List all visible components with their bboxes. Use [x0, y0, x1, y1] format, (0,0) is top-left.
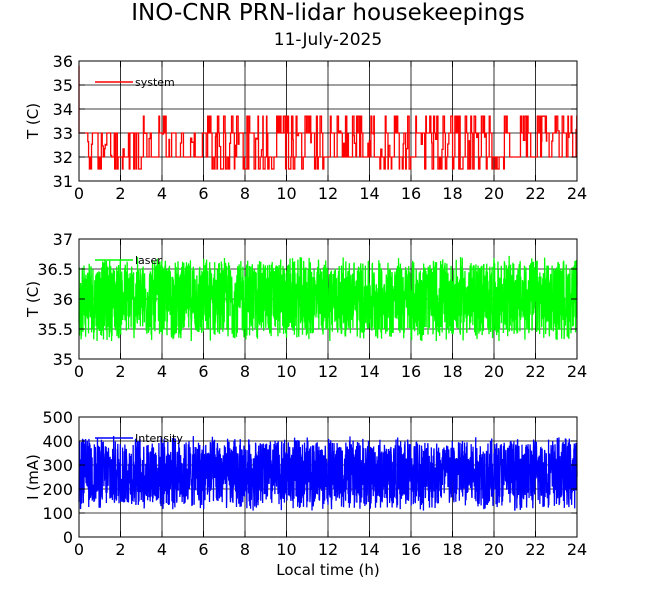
- figure-title: INO-CNR PRN-lidar housekeepings: [131, 0, 525, 26]
- x-tick-label: 12: [318, 184, 338, 203]
- y-axis-label: T (C): [24, 281, 42, 318]
- x-tick-label: 20: [484, 362, 504, 381]
- y-tick-label: 36: [53, 290, 73, 309]
- x-axis-label: Local time (h): [276, 561, 380, 579]
- y-tick-label: 500: [42, 408, 73, 427]
- x-tick-label: 12: [318, 540, 338, 559]
- y-tick-label: 35: [53, 350, 73, 369]
- y-axis-label: I (mA): [24, 454, 42, 500]
- y-tick-label: 35.5: [37, 320, 73, 339]
- x-tick-label: 16: [401, 184, 421, 203]
- x-tick-label: 20: [484, 184, 504, 203]
- y-tick-label: 36: [53, 52, 73, 71]
- x-tick-label: 0: [74, 540, 84, 559]
- x-tick-label: 22: [525, 184, 545, 203]
- y-tick-label: 400: [42, 432, 73, 451]
- x-tick-label: 6: [198, 362, 208, 381]
- x-tick-label: 16: [401, 540, 421, 559]
- y-tick-label: 34: [53, 100, 73, 119]
- y-tick-label: 36.5: [37, 260, 73, 279]
- x-tick-label: 2: [115, 184, 125, 203]
- y-axis-label: T (C): [24, 103, 42, 140]
- x-tick-label: 4: [157, 184, 167, 203]
- series-line-laser: [78, 255, 578, 342]
- y-tick-label: 32: [53, 148, 73, 167]
- x-tick-label: 6: [198, 540, 208, 559]
- x-tick-label: 0: [74, 362, 84, 381]
- x-tick-label: 22: [525, 362, 545, 381]
- x-tick-label: 18: [442, 362, 462, 381]
- x-tick-label: 24: [567, 184, 587, 203]
- x-tick-label: 10: [276, 184, 296, 203]
- x-tick-label: 4: [157, 540, 167, 559]
- x-tick-label: 4: [157, 362, 167, 381]
- x-tick-label: 18: [442, 540, 462, 559]
- x-tick-label: 6: [198, 184, 208, 203]
- x-tick-label: 8: [240, 540, 250, 559]
- series-line-Intensity: [78, 436, 578, 511]
- y-tick-label: 300: [42, 456, 73, 475]
- x-tick-label: 2: [115, 362, 125, 381]
- x-tick-label: 12: [318, 362, 338, 381]
- x-tick-label: 14: [359, 362, 379, 381]
- x-tick-label: 8: [240, 184, 250, 203]
- x-tick-label: 14: [359, 540, 379, 559]
- x-tick-label: 16: [401, 362, 421, 381]
- x-tick-label: 10: [276, 540, 296, 559]
- x-tick-label: 24: [567, 362, 587, 381]
- x-tick-label: 10: [276, 362, 296, 381]
- legend-label: laser: [135, 254, 162, 267]
- legend-label: Intensity: [135, 432, 183, 445]
- x-tick-label: 2: [115, 540, 125, 559]
- y-tick-label: 31: [53, 172, 73, 191]
- y-tick-label: 37: [53, 230, 73, 249]
- x-tick-label: 0: [74, 184, 84, 203]
- x-tick-label: 22: [525, 540, 545, 559]
- y-tick-label: 35: [53, 76, 73, 95]
- x-tick-label: 14: [359, 184, 379, 203]
- x-tick-label: 18: [442, 184, 462, 203]
- y-tick-label: 100: [42, 504, 73, 523]
- series-line-system: [78, 65, 578, 170]
- x-tick-label: 8: [240, 362, 250, 381]
- x-tick-label: 24: [567, 540, 587, 559]
- legend-label: system: [135, 76, 175, 89]
- figure-subtitle: 11-July-2025: [274, 30, 382, 50]
- y-tick-label: 200: [42, 480, 73, 499]
- y-tick-label: 33: [53, 124, 73, 143]
- y-tick-label: 0: [63, 528, 73, 547]
- x-tick-label: 20: [484, 540, 504, 559]
